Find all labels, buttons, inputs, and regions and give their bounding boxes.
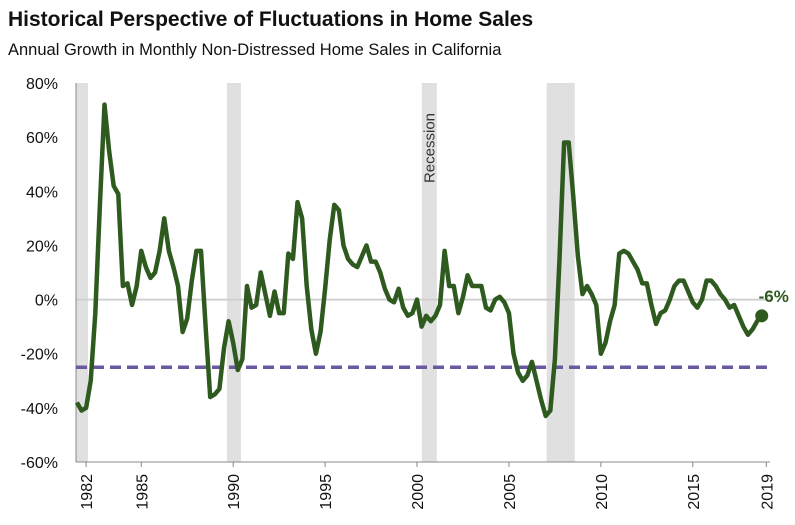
x-tick-label: 1982 xyxy=(79,474,96,510)
chart-subtitle: Annual Growth in Monthly Non-Distressed … xyxy=(8,41,502,59)
y-tick-label: -60% xyxy=(21,455,58,472)
x-tick-label: 1985 xyxy=(134,474,151,510)
recession-band xyxy=(76,83,88,462)
recession-band xyxy=(226,83,241,462)
x-tick-label: 2010 xyxy=(594,474,611,510)
series-line xyxy=(74,102,764,419)
recession-label: Recession xyxy=(421,113,438,183)
x-tick-label: 2000 xyxy=(410,474,427,510)
y-tick-label: 40% xyxy=(26,184,58,201)
end-point xyxy=(755,309,769,323)
x-tick-label: 2019 xyxy=(759,474,776,510)
y-tick-label: 20% xyxy=(26,238,58,255)
x-tick-label: 1995 xyxy=(318,474,335,510)
y-tick-label: 60% xyxy=(26,130,58,147)
chart-title: Historical Perspective of Fluctuations i… xyxy=(8,8,533,31)
x-tick-label: 2005 xyxy=(502,474,519,510)
y-tick-label: 80% xyxy=(26,76,58,93)
y-tick-label: -40% xyxy=(21,401,58,418)
x-tick-label: 2015 xyxy=(686,474,703,510)
y-tick-label: -20% xyxy=(21,347,58,364)
y-tick-label: 0% xyxy=(35,293,58,310)
x-tick-label: 1990 xyxy=(226,474,243,510)
end-label: -6% xyxy=(759,287,789,306)
